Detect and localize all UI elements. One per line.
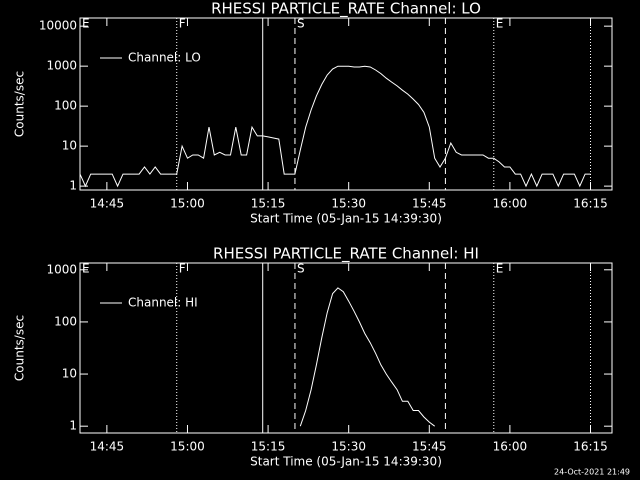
x-axis-label: Start Time (05-Jan-15 14:39:30): [250, 455, 442, 469]
y-tick-label: 1: [69, 179, 77, 193]
x-tick-label: 16:15: [573, 197, 608, 211]
x-tick-label: 16:00: [493, 197, 528, 211]
y-tick-label: 1000: [46, 262, 77, 276]
y-tick-label: 1: [69, 419, 77, 433]
marker-label: S: [297, 17, 305, 31]
y-tick-label: 10: [62, 367, 77, 381]
marker-label: S: [297, 262, 305, 276]
y-tick-label: 100: [54, 99, 77, 113]
x-tick-label: 15:45: [412, 197, 447, 211]
y-tick-label: 100: [54, 314, 77, 328]
x-tick-label: 14:45: [90, 440, 125, 454]
footer: 24-Oct-2021 21:49: [554, 468, 630, 477]
legend-label: Channel: LO: [128, 51, 201, 65]
plot-frame: [79, 17, 613, 191]
y-tick-label: 10: [62, 139, 77, 153]
x-tick-label: 15:30: [331, 440, 366, 454]
marker-label: E: [82, 262, 90, 276]
x-tick-label: 14:45: [90, 197, 125, 211]
x-tick-label: 15:15: [251, 440, 286, 454]
x-tick-label: 16:15: [573, 440, 608, 454]
x-tick-label: 15:00: [170, 440, 205, 454]
marker-label: E: [496, 17, 504, 31]
x-axis-label: Start Time (05-Jan-15 14:39:30): [250, 212, 442, 226]
marker-label: E: [496, 262, 504, 276]
y-tick-label: 10000: [39, 19, 77, 33]
legend-label: Channel: HI: [128, 296, 198, 310]
y-axis-label: Counts/sec: [13, 315, 27, 381]
y-axis-label: Counts/sec: [13, 71, 27, 137]
plot-frame: [79, 262, 613, 434]
x-tick-label: 16:00: [493, 440, 528, 454]
x-tick-label: 15:45: [412, 440, 447, 454]
data-line: [299, 287, 436, 427]
x-tick-label: 15:15: [251, 197, 286, 211]
marker-label: F: [179, 262, 186, 276]
x-tick-label: 15:30: [331, 197, 366, 211]
x-tick-label: 15:00: [170, 197, 205, 211]
chart-title: RHESSI PARTICLE_RATE Channel: HI: [213, 245, 479, 264]
y-tick-label: 1000: [46, 59, 77, 73]
data-line: [79, 65, 591, 188]
marker-label: F: [179, 17, 186, 31]
chart-title: RHESSI PARTICLE_RATE Channel: LO: [211, 0, 481, 19]
marker-label: E: [82, 17, 90, 31]
